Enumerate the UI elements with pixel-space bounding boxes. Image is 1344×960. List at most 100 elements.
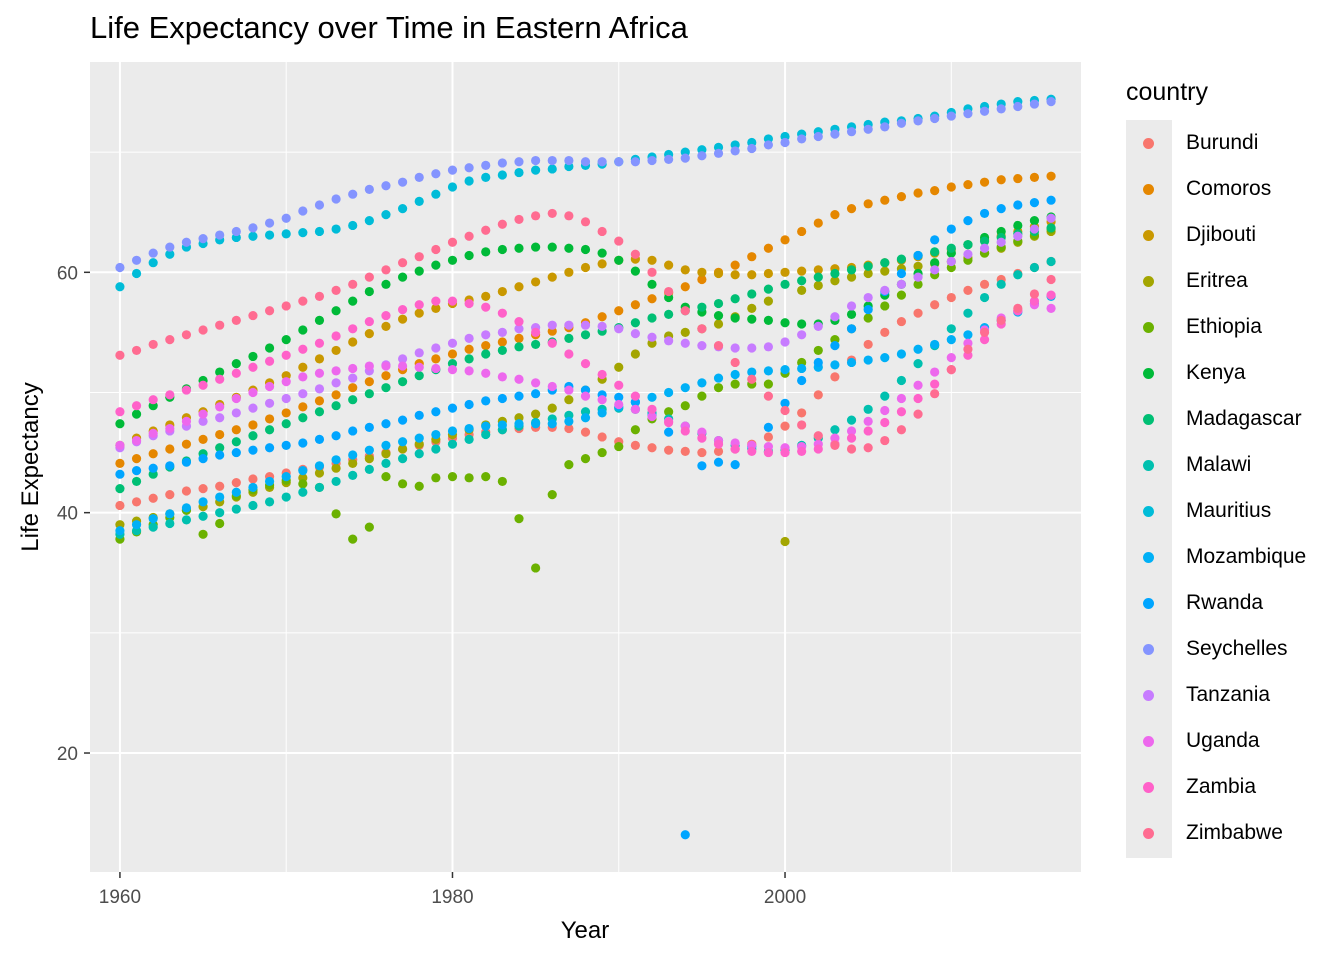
data-point	[946, 182, 956, 192]
data-point	[630, 300, 640, 310]
data-point	[979, 335, 990, 345]
data-point	[364, 184, 374, 194]
data-point	[148, 522, 158, 532]
data-point	[880, 327, 890, 338]
data-point	[231, 359, 241, 369]
legend-item: Burundi	[1126, 120, 1336, 166]
data-point	[680, 426, 690, 436]
data-point	[414, 433, 424, 443]
data-point	[780, 235, 790, 245]
data-point	[647, 294, 657, 304]
data-point	[930, 235, 940, 245]
data-point	[1046, 171, 1056, 181]
data-point	[364, 329, 374, 339]
data-point	[1013, 220, 1023, 231]
data-point	[580, 427, 591, 437]
data-point	[248, 431, 258, 441]
data-point	[414, 308, 424, 318]
data-point	[231, 478, 241, 488]
data-point	[580, 217, 591, 227]
data-point	[564, 349, 574, 359]
data-point	[298, 487, 308, 497]
data-point	[946, 243, 956, 253]
data-point	[481, 160, 491, 170]
data-point	[447, 426, 458, 436]
data-point	[481, 429, 491, 440]
data-point	[115, 526, 125, 536]
data-point	[697, 267, 707, 277]
data-point	[231, 504, 241, 514]
data-point	[314, 468, 325, 478]
data-point	[1029, 296, 1040, 306]
data-point	[630, 157, 640, 167]
data-point	[298, 438, 308, 448]
data-point	[547, 403, 557, 413]
data-point	[647, 392, 657, 402]
data-point	[115, 484, 125, 494]
data-point	[713, 373, 724, 383]
data-point	[531, 327, 541, 338]
data-point	[780, 421, 790, 431]
data-point	[896, 254, 907, 264]
data-point	[813, 272, 823, 282]
data-point	[381, 449, 391, 459]
data-point	[597, 312, 607, 322]
data-point	[747, 367, 757, 377]
data-point	[846, 357, 857, 368]
data-point	[580, 262, 591, 273]
data-point	[464, 473, 474, 483]
data-point	[414, 300, 424, 310]
data-point	[314, 368, 325, 378]
data-point	[580, 453, 591, 464]
data-point	[664, 336, 674, 346]
x-tick-label: 1960	[99, 887, 141, 908]
data-point	[215, 443, 225, 453]
data-point	[447, 255, 458, 265]
data-point	[431, 354, 441, 364]
data-point	[813, 444, 823, 454]
data-point	[597, 157, 607, 167]
data-point	[348, 363, 358, 374]
data-point	[547, 208, 557, 219]
data-point	[264, 381, 275, 392]
data-point	[780, 405, 790, 416]
data-point	[198, 234, 208, 244]
data-point	[597, 369, 607, 380]
data-point	[381, 371, 391, 381]
data-point	[863, 416, 873, 426]
legend-item: Tanzania	[1126, 672, 1336, 718]
data-point	[314, 354, 325, 364]
data-point	[348, 296, 358, 306]
data-point	[863, 261, 873, 271]
data-point	[846, 444, 857, 454]
data-point	[181, 439, 192, 449]
legend-label: Tanzania	[1186, 683, 1271, 706]
data-point	[896, 349, 907, 359]
data-point	[680, 446, 690, 456]
data-point	[148, 258, 158, 268]
data-point	[381, 472, 391, 482]
data-point	[397, 437, 408, 447]
data-point	[730, 357, 740, 368]
data-point	[614, 236, 624, 246]
data-point	[331, 285, 341, 295]
data-point	[780, 536, 790, 547]
data-point	[763, 379, 774, 389]
legend-item: Rwanda	[1126, 580, 1336, 626]
data-point	[830, 372, 840, 382]
data-point	[215, 367, 225, 377]
data-point	[231, 408, 241, 418]
data-point	[896, 393, 907, 404]
legend-item: Ethiopia	[1126, 304, 1336, 350]
data-point	[580, 359, 591, 369]
data-point	[414, 252, 424, 262]
data-point	[1029, 262, 1040, 273]
data-point	[298, 402, 308, 412]
data-point	[846, 272, 857, 282]
data-point	[697, 274, 707, 285]
legend-label: Mozambique	[1186, 545, 1307, 568]
data-point	[763, 422, 774, 432]
data-point	[664, 417, 674, 428]
axes: 1960 1980 2000 20 40 60	[57, 263, 806, 908]
data-point	[614, 324, 624, 334]
